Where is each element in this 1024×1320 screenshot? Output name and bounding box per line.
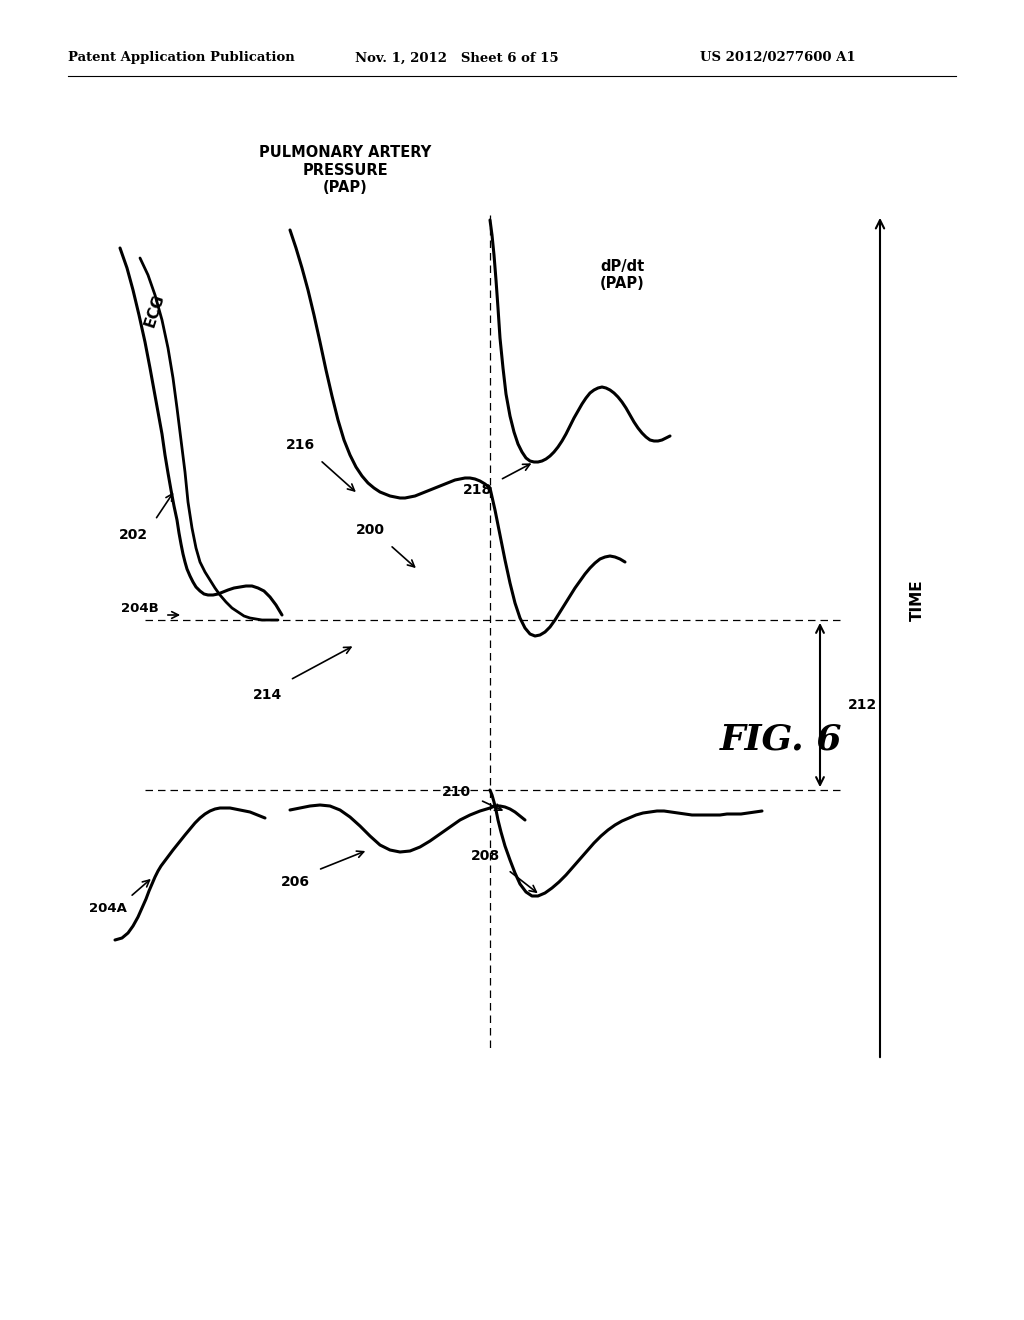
Text: Patent Application Publication: Patent Application Publication [68, 51, 295, 65]
Text: 206: 206 [281, 875, 309, 888]
Text: FIG. 6: FIG. 6 [720, 723, 843, 756]
Text: 214: 214 [253, 688, 283, 702]
Text: US 2012/0277600 A1: US 2012/0277600 A1 [700, 51, 856, 65]
Text: TIME: TIME [910, 579, 925, 620]
Text: 218: 218 [464, 483, 493, 498]
Text: dP/dt
(PAP): dP/dt (PAP) [600, 259, 645, 292]
Text: 212: 212 [848, 698, 878, 711]
Text: PULMONARY ARTERY
PRESSURE
(PAP): PULMONARY ARTERY PRESSURE (PAP) [259, 145, 431, 195]
Text: 204B: 204B [121, 602, 159, 615]
Text: ECG: ECG [142, 292, 167, 329]
Text: 202: 202 [119, 528, 147, 543]
Text: 216: 216 [286, 438, 314, 451]
Text: 200: 200 [355, 523, 384, 537]
Text: 204A: 204A [89, 902, 127, 915]
Text: 210: 210 [441, 785, 471, 799]
Text: 208: 208 [470, 849, 500, 863]
Text: Nov. 1, 2012   Sheet 6 of 15: Nov. 1, 2012 Sheet 6 of 15 [355, 51, 559, 65]
